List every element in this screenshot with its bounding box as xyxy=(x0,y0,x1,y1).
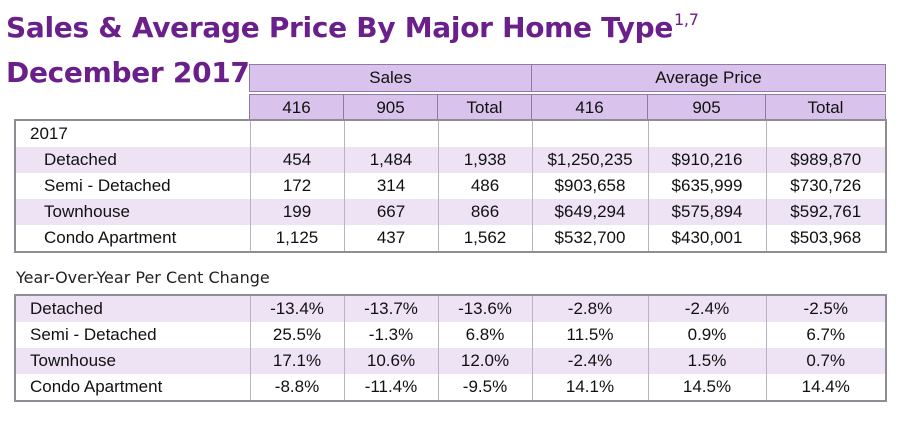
table-row: Condo Apartment -8.8% -11.4% -9.5% 14.1%… xyxy=(14,374,887,401)
table-cell: 1,125 xyxy=(249,225,345,252)
yoy-change-table: Detached -13.4% -13.7% -13.6% -2.8% -2.4… xyxy=(14,294,887,402)
table-cell: 1,938 xyxy=(437,147,533,173)
table-cell: $503,968 xyxy=(765,225,887,252)
header-group-sales: Sales xyxy=(249,64,532,92)
header-col-price-total: Total xyxy=(765,94,886,122)
table-cell: 14.4% xyxy=(765,374,887,401)
header-col-price-416: 416 xyxy=(531,94,648,122)
row-label: Semi - Detached xyxy=(14,322,251,348)
table-cell: $592,761 xyxy=(765,199,887,225)
row-label: Condo Apartment xyxy=(14,374,251,401)
table-cell: 0.7% xyxy=(765,348,887,374)
table-cell: 14.5% xyxy=(647,374,767,401)
table-cell: 667 xyxy=(343,199,439,225)
table-cell: -1.3% xyxy=(343,322,439,348)
row-label: Semi - Detached xyxy=(14,173,251,199)
row-label: Townhouse xyxy=(14,348,251,374)
table-cell: $1,250,235 xyxy=(531,147,649,173)
header-col-sales-total: Total xyxy=(437,94,532,122)
table-cell: $910,216 xyxy=(647,147,767,173)
row-label: Detached xyxy=(14,295,251,322)
table-cell: -11.4% xyxy=(343,374,439,401)
table-row: Townhouse 199 667 866 $649,294 $575,894 … xyxy=(14,199,887,225)
table-cell: 11.5% xyxy=(531,322,649,348)
table-cell: 199 xyxy=(249,199,345,225)
row-label: Detached xyxy=(14,147,251,173)
table-cell: 6.7% xyxy=(765,322,887,348)
table-cell: 17.1% xyxy=(249,348,345,374)
header-col-price-905: 905 xyxy=(647,94,766,122)
header-column-row: 416 905 Total 416 905 Total xyxy=(249,94,886,122)
year-label: 2017 xyxy=(14,120,251,147)
table-cell: -2.5% xyxy=(765,295,887,322)
sales-price-table: 2017 Detached 454 1,484 1,938 $1,250,235… xyxy=(14,119,887,253)
table-cell: 1,562 xyxy=(437,225,533,252)
header-group-average-price: Average Price xyxy=(531,64,886,92)
table-cell: -8.8% xyxy=(249,374,345,401)
table-cell: $649,294 xyxy=(531,199,649,225)
yoy-caption: Year-Over-Year Per Cent Change xyxy=(16,268,270,287)
table-cell: -2.4% xyxy=(647,295,767,322)
header-col-sales-905: 905 xyxy=(343,94,438,122)
table-cell: -13.7% xyxy=(343,295,439,322)
table-cell: 0.9% xyxy=(647,322,767,348)
table-cell: -2.4% xyxy=(531,348,649,374)
table-cell: -13.4% xyxy=(249,295,345,322)
table-row: Townhouse 17.1% 10.6% 12.0% -2.4% 1.5% 0… xyxy=(14,348,887,374)
table-cell: 172 xyxy=(249,173,345,199)
table-cell: 25.5% xyxy=(249,322,345,348)
table-cell: $903,658 xyxy=(531,173,649,199)
table-cell: $430,001 xyxy=(647,225,767,252)
table-row: Detached -13.4% -13.7% -13.6% -2.8% -2.4… xyxy=(14,295,887,322)
title-footnote-ref: 1,7 xyxy=(674,10,699,29)
title-text: Sales & Average Price By Major Home Type xyxy=(6,11,674,44)
table-cell: 437 xyxy=(343,225,439,252)
year-row: 2017 xyxy=(14,120,887,147)
table-cell: 866 xyxy=(437,199,533,225)
table-cell: -9.5% xyxy=(437,374,533,401)
page-title: Sales & Average Price By Major Home Type… xyxy=(6,10,699,44)
table-cell: 10.6% xyxy=(343,348,439,374)
table-cell: 486 xyxy=(437,173,533,199)
table-cell: $532,700 xyxy=(531,225,649,252)
table-cell: 12.0% xyxy=(437,348,533,374)
header-col-sales-416: 416 xyxy=(249,94,344,122)
table-row: Detached 454 1,484 1,938 $1,250,235 $910… xyxy=(14,147,887,173)
table-cell: 6.8% xyxy=(437,322,533,348)
table-cell: $989,870 xyxy=(765,147,887,173)
page-subtitle: December 2017 xyxy=(6,56,250,89)
column-header-table: Sales Average Price 416 905 Total 416 90… xyxy=(249,64,886,122)
table-row: Condo Apartment 1,125 437 1,562 $532,700… xyxy=(14,225,887,252)
table-cell: 1,484 xyxy=(343,147,439,173)
table-cell: 454 xyxy=(249,147,345,173)
table-cell: $575,894 xyxy=(647,199,767,225)
row-label: Condo Apartment xyxy=(14,225,251,252)
table-row: Semi - Detached 172 314 486 $903,658 $63… xyxy=(14,173,887,199)
row-label: Townhouse xyxy=(14,199,251,225)
table-cell: -13.6% xyxy=(437,295,533,322)
table-cell: 314 xyxy=(343,173,439,199)
table-cell: 1.5% xyxy=(647,348,767,374)
table-cell: $730,726 xyxy=(765,173,887,199)
table-cell: $635,999 xyxy=(647,173,767,199)
header-group-row: Sales Average Price xyxy=(249,64,886,92)
table-row: Semi - Detached 25.5% -1.3% 6.8% 11.5% 0… xyxy=(14,322,887,348)
table-cell: -2.8% xyxy=(531,295,649,322)
table-cell: 14.1% xyxy=(531,374,649,401)
